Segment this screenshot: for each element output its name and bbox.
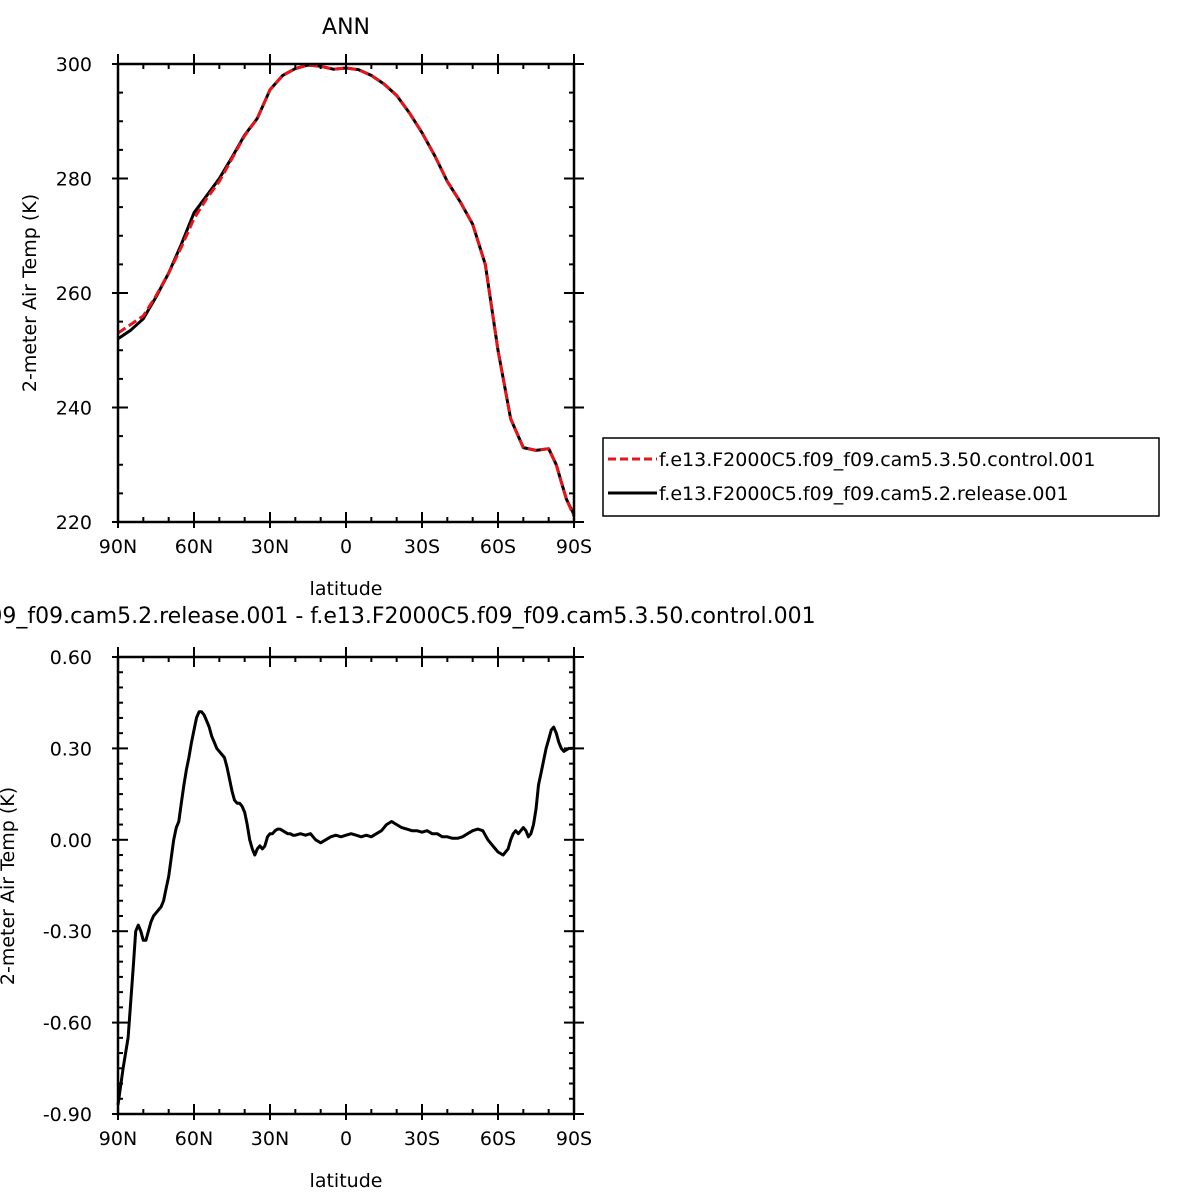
top-chart-frame xyxy=(116,62,576,524)
series-line xyxy=(117,63,576,516)
y-tick-label: 220 xyxy=(56,512,92,534)
x-tick-label: 60S xyxy=(480,536,516,558)
x-tick-label: 90N xyxy=(99,1128,137,1150)
x-tick-label: 30N xyxy=(251,1128,289,1150)
top-chart-title: ANN xyxy=(322,15,370,40)
x-tick-label: 90N xyxy=(99,536,137,558)
y-tick-label: -0.90 xyxy=(43,1104,92,1126)
y-tick-label: 260 xyxy=(56,283,92,305)
top-chart-series xyxy=(117,63,576,517)
series-line xyxy=(116,710,574,1106)
bottom-chart-series xyxy=(116,710,574,1106)
x-tick-label: 90S xyxy=(556,536,592,558)
top-chart-y-axis-title: 2-meter Air Temp (K) xyxy=(19,194,41,392)
y-tick-label: 0.30 xyxy=(50,738,92,760)
bottom-chart-ticks xyxy=(112,647,584,1120)
y-tick-label: 280 xyxy=(56,169,92,191)
series-line xyxy=(117,63,576,517)
legend-label-control: f.e13.F2000C5.f09_f09.cam5.3.50.control.… xyxy=(659,449,1095,471)
x-tick-label: 60S xyxy=(480,1128,516,1150)
x-tick-label: 0 xyxy=(340,1128,352,1150)
bottom-chart-frame xyxy=(116,655,576,1116)
top-chart-y-tick-labels: 220 240 260 280 300 xyxy=(56,54,92,534)
y-tick-label: 0.60 xyxy=(50,647,92,669)
x-tick-label: 60N xyxy=(175,536,213,558)
bottom-chart-panel: f.e13.F2000C5.f09_f09.cam5.2.release.001… xyxy=(0,604,816,1192)
bottom-chart-y-tick-labels: -0.90 -0.60 -0.30 0.00 0.30 0.60 xyxy=(43,647,92,1126)
legend: f.e13.F2000C5.f09_f09.cam5.3.50.control.… xyxy=(602,437,1160,517)
x-tick-label: 60N xyxy=(175,1128,213,1150)
legend-box xyxy=(602,437,1160,517)
x-tick-label: 90S xyxy=(556,1128,592,1150)
y-tick-label: -0.30 xyxy=(43,921,92,943)
bottom-chart-x-tick-labels: 90N 60N 30N 0 30S 60S 90S xyxy=(99,1128,592,1150)
x-tick-label: 0 xyxy=(340,536,352,558)
x-tick-label: 30S xyxy=(404,536,440,558)
bottom-chart-title: f.e13.F2000C5.f09_f09.cam5.2.release.001… xyxy=(0,604,816,629)
y-tick-label: 300 xyxy=(56,54,92,76)
y-tick-label: -0.60 xyxy=(43,1013,92,1035)
x-tick-label: 30S xyxy=(404,1128,440,1150)
bottom-chart-x-axis-title: latitude xyxy=(310,1170,383,1192)
x-tick-label: 30N xyxy=(251,536,289,558)
top-chart-ticks xyxy=(112,54,584,528)
y-tick-label: 240 xyxy=(56,398,92,420)
top-chart-x-tick-labels: 90N 60N 30N 0 30S 60S 90S xyxy=(99,536,592,558)
y-tick-label: 0.00 xyxy=(50,830,92,852)
top-chart-x-axis-title: latitude xyxy=(310,578,383,600)
bottom-chart-y-axis-title: 2-meter Air Temp (K) xyxy=(0,787,19,985)
legend-label-release: f.e13.F2000C5.f09_f09.cam5.2.release.001 xyxy=(659,483,1069,505)
